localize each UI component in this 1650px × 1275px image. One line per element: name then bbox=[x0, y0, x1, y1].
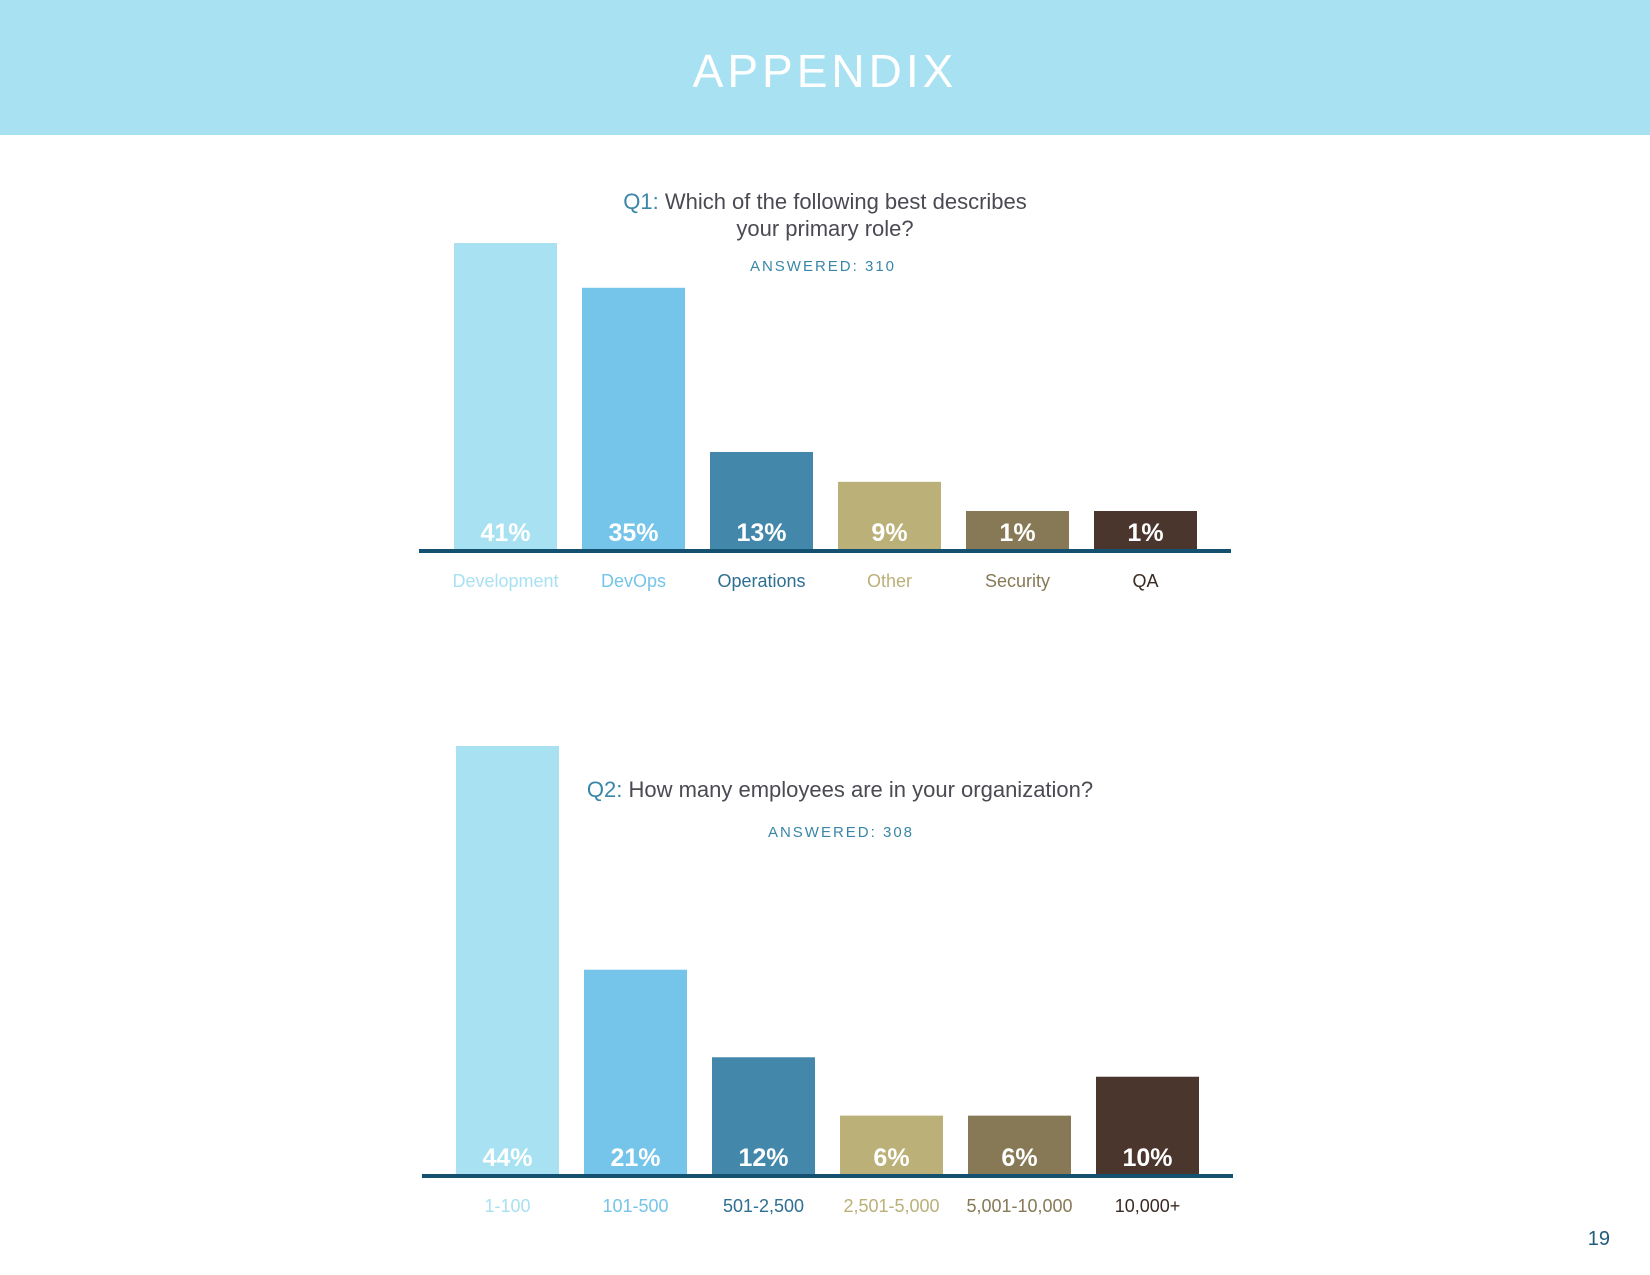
q1-x-axis bbox=[419, 549, 1231, 553]
q1-bar-2 bbox=[710, 451, 813, 549]
q1-title: Q1: Which of the following best describe… bbox=[575, 188, 1075, 242]
q2-category-label-1: 101-500 bbox=[602, 1196, 668, 1216]
header-banner: APPENDIX bbox=[0, 0, 1650, 135]
q2-answered: ANSWERED: 308 bbox=[767, 824, 915, 841]
q2-category-label-4: 5,001-10,000 bbox=[966, 1196, 1072, 1216]
q1-answered: ANSWERED: 310 bbox=[749, 258, 897, 275]
q2-value-label-3: 6% bbox=[873, 1144, 909, 1172]
q2-value-label-5: 10% bbox=[1122, 1144, 1172, 1172]
q1-bar-0 bbox=[454, 243, 557, 549]
q2-bar-1 bbox=[584, 969, 687, 1174]
q1-category-label-5: QA bbox=[1132, 571, 1158, 591]
q1-bar-3 bbox=[838, 481, 941, 549]
q2-bar-4 bbox=[968, 1115, 1071, 1174]
q1-bar-4 bbox=[966, 511, 1069, 549]
q1-category-label-0: Development bbox=[452, 571, 558, 591]
q2-bar-2 bbox=[712, 1057, 815, 1174]
q2-category-label-0: 1-100 bbox=[484, 1196, 530, 1216]
q2-category-label-5: 10,000+ bbox=[1115, 1196, 1181, 1216]
q2-x-axis bbox=[422, 1174, 1233, 1178]
q1-value-label-2: 13% bbox=[736, 519, 786, 547]
page-title: APPENDIX bbox=[692, 45, 958, 97]
q1-value-label-4: 1% bbox=[999, 519, 1035, 547]
q1-category-label-4: Security bbox=[985, 571, 1050, 591]
q2-title: Q2: How many employees are in your organ… bbox=[560, 776, 1120, 803]
q2-category-label-2: 501-2,500 bbox=[723, 1196, 804, 1216]
q2-bar-3 bbox=[840, 1115, 943, 1174]
q2-prefix: Q2: bbox=[586, 777, 623, 802]
q1-value-label-3: 9% bbox=[871, 519, 907, 547]
q2-value-label-4: 6% bbox=[1001, 1144, 1037, 1172]
q1-chart: 41% Development 35% DevOps 13% Operations 9% Ot… bbox=[0, 0, 1650, 591]
q1-value-label-5: 1% bbox=[1127, 519, 1163, 547]
q2-chart-svg: 44% 1-100 21% 101-500 12% 501-2,500 6% 2,501-5,… bbox=[422, 746, 1233, 1216]
q2-value-label-0: 44% bbox=[482, 1144, 532, 1172]
q1-title-line-1: Which of the following best describes bbox=[664, 189, 1027, 214]
q2-category-label-3: 2,501-5,000 bbox=[843, 1196, 939, 1216]
q1-chart-svg: 41% Development 35% DevOps 13% Operations 9% Ot… bbox=[419, 243, 1231, 591]
q2-title-line-1: How many employees are in your organizat… bbox=[628, 777, 1094, 802]
q2-bar-0 bbox=[456, 746, 559, 1174]
q2-bar-5 bbox=[1096, 1076, 1199, 1174]
q2-value-label-1: 21% bbox=[610, 1144, 660, 1172]
q1-bar-1 bbox=[582, 287, 685, 549]
page-number: 19 bbox=[1587, 1228, 1610, 1250]
q1-bar-5 bbox=[1094, 511, 1197, 549]
q1-value-label-0: 41% bbox=[480, 519, 530, 547]
q1-category-label-3: Other bbox=[867, 571, 912, 591]
q1-value-label-1: 35% bbox=[608, 519, 658, 547]
q1-category-label-2: Operations bbox=[717, 571, 805, 591]
q1-category-label-1: DevOps bbox=[601, 571, 666, 591]
q1-title-line-2: your primary role? bbox=[736, 216, 914, 241]
q1-prefix: Q1: bbox=[623, 189, 659, 214]
q2-value-label-2: 12% bbox=[738, 1144, 788, 1172]
q2-chart: 44% 1-100 21% 101-500 12% 501-2,500 6% 2,501-5,… bbox=[0, 620, 1650, 1216]
